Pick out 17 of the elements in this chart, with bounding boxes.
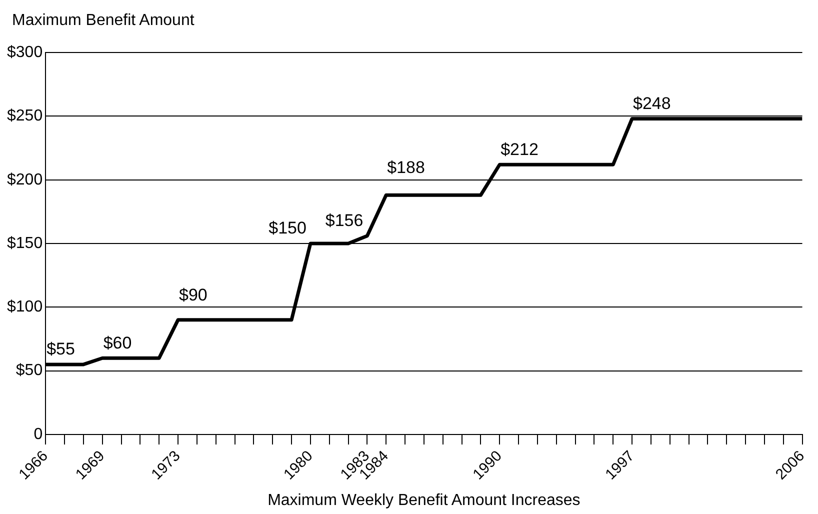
annotation: $156 [325,211,364,230]
y-tick-label: $150 [7,234,43,252]
y-tick-label: 0 [34,426,43,443]
annotation: $55 [46,340,75,359]
y-tick-label: $250 [7,108,43,125]
annotation: $150 [268,218,306,238]
annotation: $60 [103,333,132,352]
y-tick-label: $200 [7,171,43,188]
x-axis-title: Maximum Weekly Benefit Amount Increases [268,492,580,509]
y-axis-title: Maximum Benefit Amount [11,11,196,31]
y-tick-label: $50 [16,362,43,380]
annotation: $212 [500,140,538,159]
y-tick-label: $100 [7,298,43,316]
annotation: $248 [633,94,671,113]
annotation: $188 [387,158,425,178]
annotation: $90 [179,285,208,304]
y-tick-label: $300 [7,44,43,62]
